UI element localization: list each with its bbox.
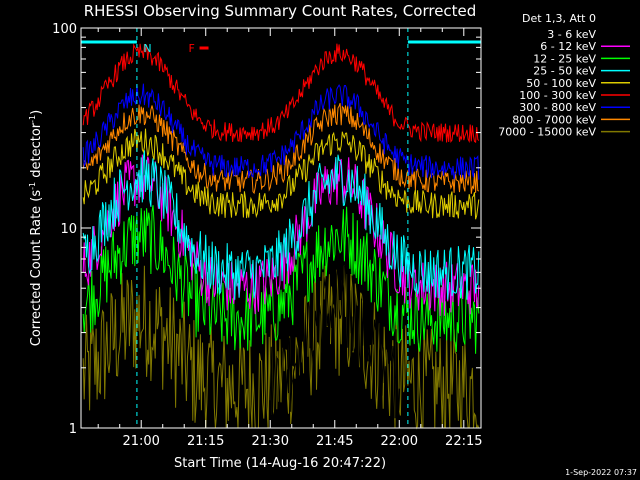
- series-line-2: [82, 205, 480, 354]
- x-tick-label-2: 21:30: [252, 434, 289, 449]
- y-axis-label: Corrected Count Rate (s-1 detector-1): [28, 110, 44, 346]
- legend-label-1: 6 - 12 keV: [540, 40, 596, 53]
- y-label-sup-2: -1: [28, 115, 37, 123]
- legend-label-4: 50 - 100 keV: [526, 77, 596, 90]
- chart-title: RHESSI Observing Summary Count Rates, Co…: [84, 2, 477, 20]
- legend-label-6: 300 - 800 keV: [519, 101, 596, 114]
- y-tick-label-2: 100: [52, 22, 77, 37]
- legend-label-2: 12 - 25 keV: [533, 52, 596, 65]
- series-line-6: [82, 83, 480, 180]
- annotation-f: F: [189, 42, 195, 55]
- x-tick-label-5: 22:15: [445, 434, 482, 449]
- legend-label-8: 7000 - 15000 keV: [498, 126, 596, 139]
- series-layer: [82, 43, 480, 430]
- y-label-part-2: detector: [29, 122, 44, 182]
- axes-layer: 21:00 21:15 21:30 21:45 22:00 22:15 1 10 100: [52, 22, 482, 449]
- y-label-part-3: ): [29, 110, 44, 115]
- x-tick-label-0: 21:00: [122, 434, 159, 449]
- y-label-sup-1: -1: [28, 182, 37, 190]
- legend-label-0: 3 - 6 keV: [547, 28, 596, 41]
- y-tick-label-1: 10: [60, 222, 77, 237]
- legend-title: Det 1,3, Att 0: [522, 12, 596, 25]
- series-line-3: [82, 150, 480, 300]
- legend-label-3: 25 - 50 keV: [533, 65, 596, 78]
- footer-timestamp: 1-Sep-2022 07:37: [565, 468, 637, 477]
- series-line-4: [82, 128, 480, 220]
- series-line-5: [82, 43, 480, 144]
- annotation-n: N: [143, 42, 151, 55]
- x-axis-label: Start Time (14-Aug-16 20:47:22): [174, 456, 386, 471]
- y-tick-label-0: 1: [69, 422, 77, 437]
- x-tick-label-3: 21:45: [316, 434, 353, 449]
- series-line-8: [82, 265, 480, 430]
- legend-label-7: 800 - 7000 keV: [512, 113, 596, 126]
- legend-label-5: 100 - 300 keV: [519, 89, 596, 102]
- y-label-part-1: Corrected Count Rate (s: [29, 190, 44, 347]
- x-tick-label-4: 22:00: [381, 434, 418, 449]
- x-tick-label-1: 21:15: [187, 434, 224, 449]
